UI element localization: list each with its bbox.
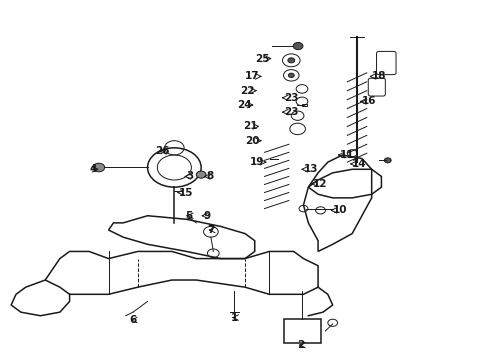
Bar [302, 104, 307, 107]
Text: 18: 18 [372, 71, 386, 81]
Text: 17: 17 [245, 71, 260, 81]
Text: 19: 19 [250, 157, 265, 167]
Text: 23: 23 [284, 107, 298, 117]
Circle shape [288, 58, 294, 63]
Text: 15: 15 [179, 188, 194, 198]
Text: 6: 6 [129, 315, 137, 325]
Circle shape [293, 42, 303, 50]
Text: 14: 14 [352, 159, 367, 169]
Text: 4: 4 [89, 164, 97, 174]
Text: 20: 20 [245, 136, 260, 146]
Text: 12: 12 [313, 179, 328, 189]
Text: 26: 26 [155, 147, 170, 157]
Circle shape [288, 73, 294, 77]
Bar [284, 319, 320, 342]
Text: 13: 13 [303, 164, 318, 174]
Text: 10: 10 [333, 205, 347, 215]
Circle shape [93, 163, 105, 172]
Text: 22: 22 [240, 86, 255, 96]
Text: 16: 16 [362, 96, 376, 107]
Text: 25: 25 [255, 54, 270, 64]
Text: 24: 24 [237, 100, 251, 110]
Text: 3: 3 [187, 171, 194, 181]
Text: 21: 21 [243, 121, 257, 131]
Text: 2: 2 [297, 340, 305, 350]
Circle shape [196, 171, 206, 178]
Text: 11: 11 [340, 150, 354, 160]
Text: 1: 1 [231, 312, 238, 323]
Text: 8: 8 [206, 171, 213, 181]
Circle shape [384, 158, 391, 163]
Text: 7: 7 [207, 225, 215, 235]
Text: 5: 5 [185, 211, 193, 221]
Text: 23: 23 [284, 93, 298, 103]
Text: 9: 9 [203, 211, 211, 221]
